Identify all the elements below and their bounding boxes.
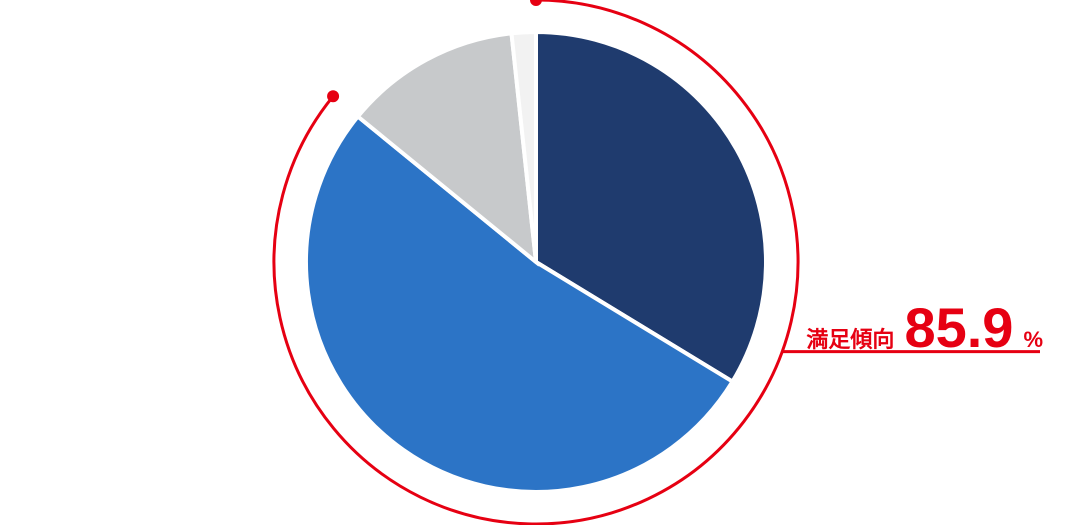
group-arc-dot-end: [327, 90, 339, 102]
group-percent: %: [1023, 327, 1043, 353]
satisfaction-group-label: 満足傾向 85.9 %: [806, 300, 1043, 356]
group-name: 満足傾向: [806, 322, 894, 354]
group-arc-dot-start: [530, 0, 542, 6]
pie-chart: { "chart":{ "type":"pie", "width":1073, …: [0, 0, 1073, 525]
group-number: 85.9: [904, 300, 1013, 356]
chart-svg: [0, 0, 1073, 525]
